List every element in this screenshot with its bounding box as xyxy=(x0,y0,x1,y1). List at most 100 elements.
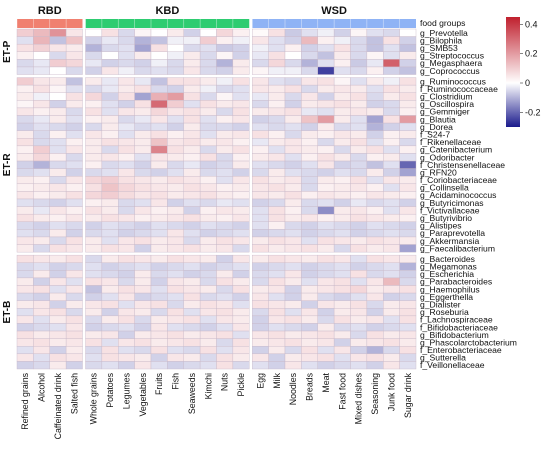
heatmap-cell xyxy=(33,138,50,147)
heatmap-cell xyxy=(284,285,302,294)
heatmap-cell xyxy=(101,262,119,271)
heatmap-cell xyxy=(150,236,168,245)
heatmap-cell xyxy=(333,323,351,332)
heatmap-cell xyxy=(232,77,250,86)
heatmap-cell xyxy=(134,51,152,60)
row-label: g_Catenibacterium xyxy=(420,145,492,155)
heatmap-cell xyxy=(333,138,351,147)
heatmap-cell xyxy=(134,244,152,253)
heatmap-cell xyxy=(383,66,400,75)
heatmap-cell xyxy=(252,122,269,131)
heatmap-cell xyxy=(33,262,50,271)
heatmap-cell xyxy=(101,330,119,339)
heatmap-cell xyxy=(167,229,184,238)
heatmap-cell xyxy=(183,353,201,362)
heatmap-cell xyxy=(150,191,168,200)
heatmap-cell xyxy=(317,198,335,207)
heatmap-cell xyxy=(33,66,50,75)
heatmap-cell xyxy=(118,353,135,362)
heatmap-cell xyxy=(350,153,368,162)
heatmap-cell xyxy=(167,130,184,139)
heatmap-cell xyxy=(65,315,83,324)
heatmap-cell xyxy=(317,160,335,169)
heatmap-cell xyxy=(134,59,152,68)
heatmap-cell xyxy=(399,270,417,279)
heatmap-cell xyxy=(284,183,302,192)
heatmap-cell xyxy=(101,353,119,362)
heatmap-cell xyxy=(16,77,34,86)
group-title-wsd: WSD xyxy=(321,5,347,17)
heatmap-cell xyxy=(199,361,217,370)
heatmap-cell xyxy=(183,292,201,301)
heatmap-cell xyxy=(65,338,83,347)
heatmap-cell xyxy=(252,160,269,169)
heatmap-cell xyxy=(33,115,50,124)
heatmap-cell xyxy=(150,145,168,154)
heatmap-cell xyxy=(383,300,400,309)
heatmap-cell xyxy=(183,270,201,279)
heatmap-cell xyxy=(232,292,250,301)
heatmap-cell xyxy=(49,236,67,245)
heatmap-cell xyxy=(399,308,417,317)
heatmap-cell xyxy=(216,254,234,263)
heatmap-cell xyxy=(16,130,34,139)
heatmap-cell xyxy=(216,262,234,271)
heatmap-cell xyxy=(383,115,400,124)
heatmap-cell xyxy=(252,315,269,324)
heatmap-cell xyxy=(150,206,168,215)
heatmap-cell xyxy=(399,213,417,222)
row-label: g_Dorea xyxy=(420,122,453,132)
heatmap-cell xyxy=(16,191,34,200)
heatmap-cell xyxy=(399,346,417,355)
heatmap-cell xyxy=(399,353,417,362)
heatmap-cell xyxy=(383,183,400,192)
heatmap-cell xyxy=(333,221,351,230)
heatmap-cell xyxy=(317,43,335,52)
heatmap-cell xyxy=(366,229,384,238)
heatmap-cell xyxy=(383,285,400,294)
heatmap-cell xyxy=(49,168,67,177)
heatmap-cell xyxy=(366,213,384,222)
heatmap-cell xyxy=(333,153,351,162)
heatmap-cell xyxy=(268,323,286,332)
heatmap-cell xyxy=(101,270,119,279)
column-label: Refined grains xyxy=(20,372,30,429)
heatmap-cell xyxy=(16,338,34,347)
heatmap-cell xyxy=(366,107,384,116)
heatmap-cell xyxy=(383,254,400,263)
heatmap-cell xyxy=(101,145,119,154)
heatmap-cell xyxy=(134,206,152,215)
heatmap-cell xyxy=(167,198,184,207)
heatmap-cell xyxy=(150,330,168,339)
heatmap-cell xyxy=(118,77,135,86)
row-label: g_Megasphaera xyxy=(420,58,482,68)
heatmap-cell xyxy=(216,153,234,162)
heatmap-cell xyxy=(216,244,234,253)
heatmap-cell xyxy=(199,262,217,271)
heatmap-cell xyxy=(284,361,302,370)
heatmap-cell xyxy=(85,92,103,101)
heatmap-cell xyxy=(134,353,152,362)
heatmap-cell xyxy=(199,254,217,263)
heatmap-cell xyxy=(65,206,83,215)
heatmap-cell xyxy=(232,168,250,177)
heatmap-cell xyxy=(333,254,351,263)
heatmap-cell xyxy=(101,198,119,207)
heatmap-cell xyxy=(65,353,83,362)
heatmap-cell xyxy=(301,66,318,75)
heatmap-cell xyxy=(216,270,234,279)
heatmap-cell xyxy=(366,153,384,162)
heatmap-cell xyxy=(284,300,302,309)
heatmap-cell xyxy=(284,353,302,362)
heatmap-cell xyxy=(33,59,50,68)
heatmap-cell xyxy=(183,51,201,60)
heatmap-cell xyxy=(134,277,152,286)
heatmap-cell xyxy=(268,115,286,124)
heatmap-cell xyxy=(252,176,269,185)
heatmap-cell xyxy=(232,308,250,317)
heatmap-cell xyxy=(167,43,184,52)
heatmap-cell xyxy=(85,59,103,68)
heatmap-cell xyxy=(118,338,135,347)
heatmap-cell xyxy=(252,198,269,207)
heatmap-cell xyxy=(183,262,201,271)
